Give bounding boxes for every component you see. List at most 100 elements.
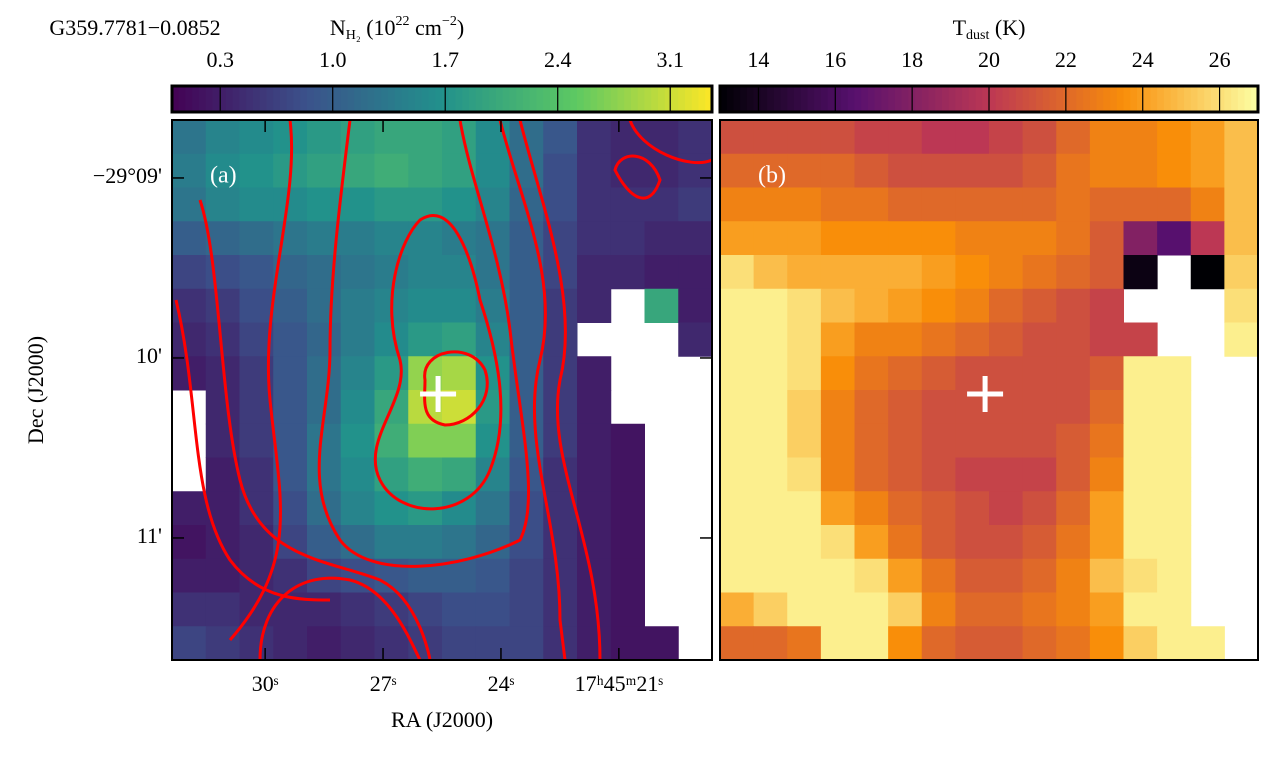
pixel xyxy=(989,120,1024,155)
pixel xyxy=(1056,120,1091,155)
pixel xyxy=(172,153,207,188)
colorbar-segment xyxy=(746,86,755,112)
colorbar-segment xyxy=(1110,86,1118,112)
pixel xyxy=(1056,558,1091,593)
colorbar-segment xyxy=(874,86,882,112)
colorbar-segment xyxy=(1069,86,1078,112)
colorbar-segment xyxy=(1177,86,1185,112)
pixel xyxy=(1022,187,1057,222)
pixel xyxy=(610,558,645,593)
colorbar-segment xyxy=(401,86,409,112)
pixel xyxy=(374,356,409,391)
pixel xyxy=(475,255,510,290)
pixel xyxy=(888,592,923,627)
colorbar-segment xyxy=(651,86,659,112)
label-part: H₂ xyxy=(346,28,361,43)
pixel xyxy=(1022,558,1057,593)
label-part: T xyxy=(953,15,967,40)
pixel xyxy=(307,592,342,627)
pixel xyxy=(577,423,612,458)
pixel xyxy=(509,322,544,357)
colorbar-segment xyxy=(1002,86,1010,112)
pixel xyxy=(442,288,477,323)
pixel xyxy=(753,592,788,627)
pixel xyxy=(543,153,578,188)
colorbar-segment xyxy=(1244,86,1252,112)
colorbar-segment xyxy=(1083,86,1091,112)
pixel xyxy=(888,356,923,391)
pixel xyxy=(1089,457,1124,492)
heatmap xyxy=(720,120,1259,661)
pixel xyxy=(273,288,308,323)
pixel xyxy=(1157,525,1192,560)
pixel xyxy=(1224,153,1259,188)
pixel xyxy=(408,288,443,323)
colorbar-segment xyxy=(767,86,775,112)
pixel xyxy=(787,322,822,357)
colorbar-segment xyxy=(921,86,930,112)
pixel xyxy=(753,558,788,593)
pixel xyxy=(955,288,990,323)
pixel xyxy=(408,457,443,492)
pixel xyxy=(888,255,923,290)
pixel xyxy=(340,423,375,458)
pixel xyxy=(307,626,342,661)
pixel xyxy=(273,322,308,357)
pixel xyxy=(1056,457,1091,492)
pixel xyxy=(475,153,510,188)
pixel xyxy=(753,423,788,458)
colorbar-segment xyxy=(388,86,396,112)
pixel xyxy=(509,390,544,425)
colorbar-segment xyxy=(1231,86,1239,112)
pixel xyxy=(543,288,578,323)
colorbar-segment xyxy=(1029,86,1037,112)
pixel xyxy=(989,423,1024,458)
pixel xyxy=(787,356,822,391)
pixel xyxy=(307,153,342,188)
pixel xyxy=(1123,457,1158,492)
pixel xyxy=(340,592,375,627)
colorbar-segment xyxy=(246,86,254,112)
colorbar-segment xyxy=(827,86,835,112)
pixel xyxy=(1056,423,1091,458)
colorbar-segment xyxy=(1157,86,1165,112)
pixel xyxy=(678,255,713,290)
colorbar-segment xyxy=(955,86,963,112)
pixel xyxy=(475,356,510,391)
pixel xyxy=(239,255,274,290)
pixel xyxy=(921,525,956,560)
pixel xyxy=(1089,120,1124,155)
pixel xyxy=(955,457,990,492)
pixel xyxy=(1157,187,1192,222)
pixel xyxy=(509,558,544,593)
pixel xyxy=(720,356,755,391)
pixel xyxy=(1224,120,1259,155)
pixel xyxy=(1157,423,1192,458)
pixel xyxy=(787,120,822,155)
pixel xyxy=(205,120,240,155)
panel-frame xyxy=(719,119,1259,661)
pixel xyxy=(172,592,207,627)
pixel xyxy=(543,120,578,155)
pixel xyxy=(1224,255,1259,290)
pixel xyxy=(888,457,923,492)
pixel xyxy=(172,255,207,290)
pixel xyxy=(888,153,923,188)
pixel xyxy=(1157,457,1192,492)
pixel xyxy=(854,525,889,560)
pixel xyxy=(307,423,342,458)
colorbar-segment xyxy=(381,86,389,112)
pixel xyxy=(577,390,612,425)
pixel xyxy=(577,187,612,222)
pixel xyxy=(1157,558,1192,593)
colorbar-segment xyxy=(793,86,802,112)
colorbar-segment xyxy=(570,86,578,112)
pixel xyxy=(577,153,612,188)
colorbar-segment xyxy=(280,86,288,112)
pixel xyxy=(1089,288,1124,323)
pixel xyxy=(678,120,713,155)
colorbar-segment xyxy=(604,86,612,112)
pixel xyxy=(610,221,645,256)
pixel xyxy=(239,288,274,323)
